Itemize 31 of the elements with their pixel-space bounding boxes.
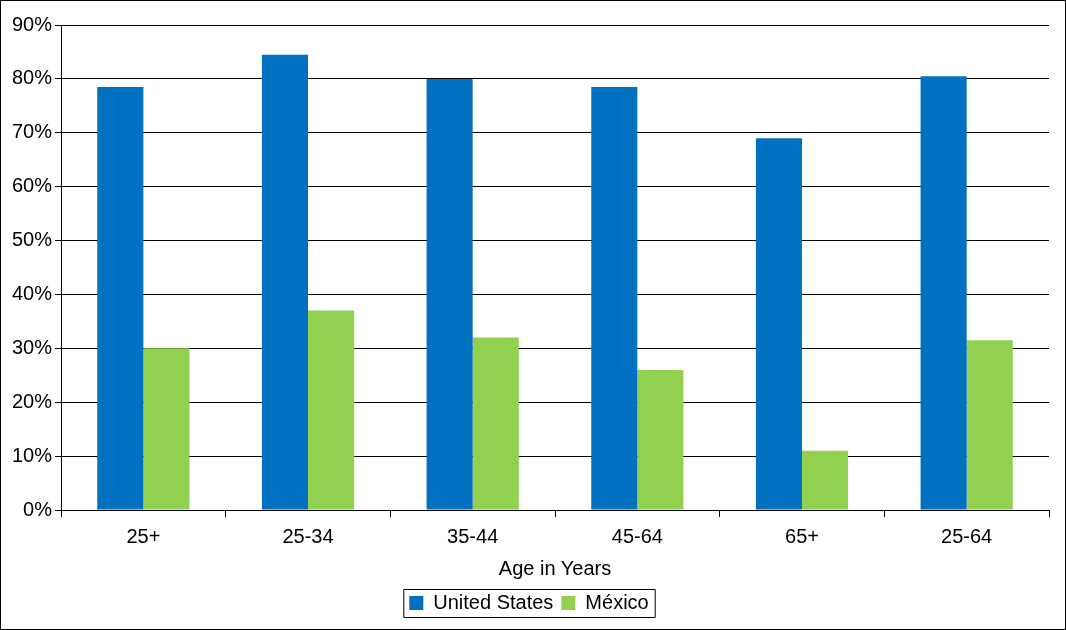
- bar: [802, 450, 849, 510]
- bar: [966, 340, 1013, 510]
- bar: [97, 86, 144, 510]
- x-tick-label: 25-64: [941, 524, 993, 547]
- bar: [591, 86, 638, 510]
- y-tick-label: 80%: [12, 66, 53, 89]
- legend-label: México: [585, 590, 649, 613]
- y-tick-label: 0%: [23, 497, 53, 520]
- y-tick-label: 50%: [12, 228, 53, 251]
- y-tick-label: 90%: [12, 12, 53, 35]
- x-tick-label: 35-44: [447, 524, 499, 547]
- y-tick-label: 60%: [12, 174, 53, 197]
- x-tick-label: 45-64: [611, 524, 663, 547]
- y-tick-label: 30%: [12, 335, 53, 358]
- y-tick-label: 70%: [12, 120, 53, 143]
- bar: [472, 337, 519, 510]
- x-tick-label: 65+: [785, 524, 819, 547]
- bar: [261, 54, 309, 510]
- legend-label: United States: [433, 590, 554, 613]
- bar: [920, 76, 967, 510]
- bar: [308, 310, 355, 510]
- y-tick-label: 20%: [12, 389, 53, 412]
- x-tick-label: 25-34: [282, 524, 334, 547]
- x-axis-title: Age in Years: [498, 556, 612, 579]
- bar: [143, 348, 190, 510]
- bar: [755, 138, 803, 510]
- y-tick-label: 10%: [12, 443, 53, 466]
- y-tick-label: 40%: [12, 281, 53, 304]
- bar: [637, 369, 684, 510]
- bar: [426, 78, 473, 510]
- x-tick-label: 25+: [126, 524, 161, 547]
